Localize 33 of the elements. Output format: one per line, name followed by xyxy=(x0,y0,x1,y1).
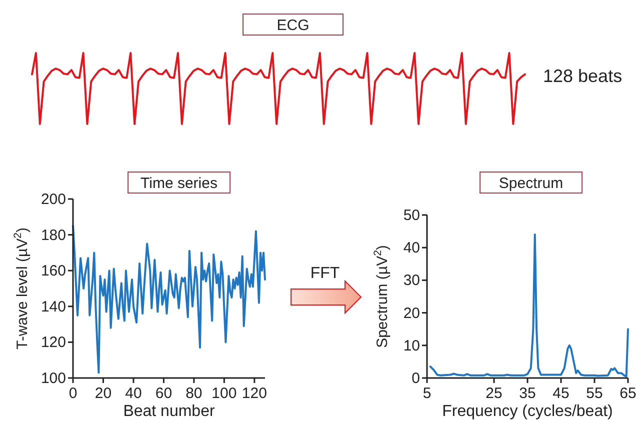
x-axis-title: Frequency (cycles/beat) xyxy=(442,403,613,420)
x-tick-label: 5 xyxy=(422,385,432,402)
x-tick-label: 25 xyxy=(486,385,502,402)
y-tick-label: 40 xyxy=(403,240,420,257)
x-tick-label: 120 xyxy=(242,385,267,402)
y-tick-label: 160 xyxy=(40,262,66,280)
x-tick-label: 0 xyxy=(68,385,78,402)
y-tick-label: 140 xyxy=(40,298,66,316)
chart-title: ECG xyxy=(276,17,310,34)
line-series xyxy=(72,224,266,374)
x-tick-label: 35 xyxy=(519,385,536,402)
y-tick-label: 0 xyxy=(412,370,420,387)
text: 128 beats xyxy=(543,66,622,86)
y-tick-label: 120 xyxy=(40,334,66,352)
y-tick-label: 100 xyxy=(40,370,66,387)
x-tick-label: 80 xyxy=(186,385,202,402)
x-tick-label: 20 xyxy=(94,385,112,402)
y-tick-label: 200 xyxy=(40,191,66,208)
x-tick-label: 100 xyxy=(212,385,237,402)
chart-title: Spectrum xyxy=(498,175,564,192)
text: FFT xyxy=(310,265,340,282)
x-tick-label: 65 xyxy=(620,385,636,402)
x-tick-label: 55 xyxy=(586,385,603,402)
y-tick-label: 20 xyxy=(403,304,420,322)
x-axis-title: Beat number xyxy=(123,403,216,420)
x-tick-label: 40 xyxy=(125,385,142,402)
x-tick-label: 60 xyxy=(155,385,172,402)
y-tick-label: 50 xyxy=(403,207,420,224)
x-tick-label: 45 xyxy=(552,385,570,402)
y-tick-label: 30 xyxy=(403,272,420,290)
y-tick-label: 10 xyxy=(403,337,420,354)
chart-title: Time series xyxy=(140,175,218,192)
y-tick-label: 180 xyxy=(40,226,66,244)
